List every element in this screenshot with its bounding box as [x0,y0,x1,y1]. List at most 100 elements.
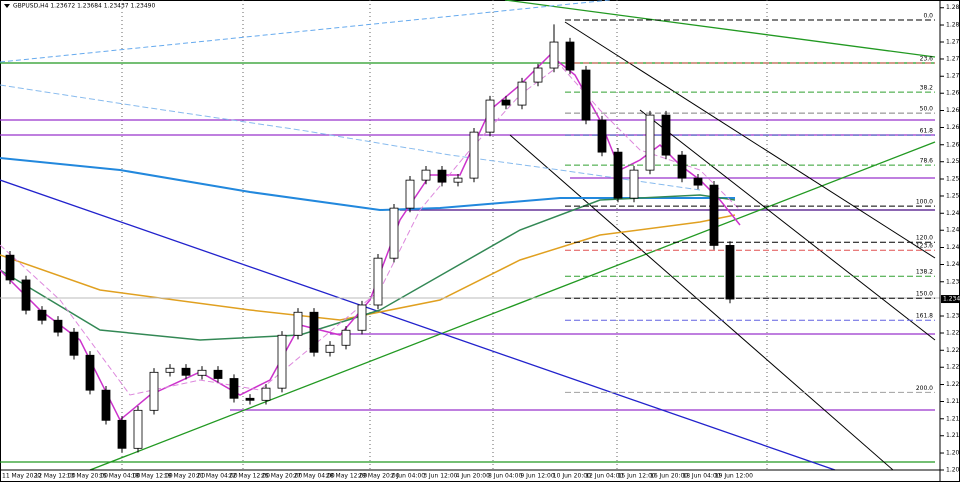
fib-label: 123.6 [916,243,933,250]
y-tick-label: 1.25505 [946,176,960,183]
candle-body [613,151,623,199]
y-tick-label: 1.23205 [946,313,960,320]
x-tick-label: 8 Jun 04:00 [488,473,522,480]
chart-title: GBPUSD,H4 1.23672 1.23684 1.23437 1.2349… [13,3,155,10]
x-tick-label: 29 May 20:00 [358,473,399,480]
fib-label: 78.6 [920,158,934,165]
candle-body [485,99,495,133]
y-tick-label: 1.22055 [946,381,960,388]
moving-average [0,194,736,341]
x-tick-label: 15 Jun 12:00 [618,473,656,480]
channel-line [564,21,936,259]
fib-label: 120.0 [916,235,933,242]
x-tick-label: 2 Jun 04:00 [391,473,425,480]
x-tick-label: 3 Jun 12:00 [423,473,457,480]
candle-body [469,131,479,179]
trend-line [0,179,836,471]
y-tick-label: 1.22920 [946,329,960,336]
candle-body [565,41,575,71]
y-tick-label: 1.27805 [946,38,960,45]
candle-body [501,99,511,106]
x-tick-label: 9 Jun 12:00 [520,473,554,480]
current-price-label: 1.23490 [943,296,960,303]
candle-body [661,114,671,156]
y-tick-label: 1.20905 [946,450,960,457]
candle-body [373,257,383,306]
y-tick-label: 1.22630 [946,347,960,354]
y-tick-label: 1.23780 [946,278,960,285]
symbol-icon [4,4,10,8]
candle-body [517,81,527,106]
candle-body [629,169,639,199]
moving-average [0,84,701,191]
candle-body [277,334,287,389]
x-tick-label: 15 May 04:00 [99,473,140,480]
candle-body [229,378,239,399]
trend-line [504,0,936,58]
x-tick-label: 18 Jun 04:00 [682,473,720,480]
y-tick-label: 1.24355 [946,244,960,251]
moving-average [0,214,736,321]
fib-label: 138.2 [916,269,933,276]
candle-body [165,367,175,373]
y-tick-label: 1.21480 [946,415,960,422]
fib-label: 38.2 [920,85,934,92]
fib-label: 161.8 [916,313,933,320]
x-tick-label: 19 Jun 12:00 [715,473,753,480]
x-tick-label: 16 Jun 20:00 [650,473,688,480]
channel-line [639,109,936,341]
moving-average [0,64,741,396]
candle-body [85,354,95,391]
y-tick-label: 1.26655 [946,107,960,114]
y-tick-label: 1.25220 [946,192,960,199]
moving-average [0,157,735,212]
candle-body [133,409,143,449]
candle-body [37,309,47,321]
y-tick-label: 1.26080 [946,141,960,148]
candle-body [213,369,223,379]
candle-body [117,419,127,449]
x-tick-label: 19 May 20:00 [164,473,205,480]
x-tick-label: 28 May 12:00 [326,473,367,480]
current-price-tag [941,295,960,304]
candle-body [597,119,607,153]
x-tick-label: 21 May 04:00 [196,473,237,480]
x-tick-label: 18 May 12:00 [132,473,173,480]
fib-label: 23.6 [920,56,934,63]
x-tick-label: 12 Jun 04:00 [585,473,623,480]
fib-label: 61.8 [920,128,934,135]
channel-line [509,134,894,471]
candle-body [437,169,447,183]
candle-body [293,311,303,336]
x-tick-label: 12 May 12:00 [34,473,75,480]
y-tick-label: 1.27520 [946,55,960,62]
candle-body [725,245,735,300]
x-tick-label: 10 Jun 20:00 [553,473,591,480]
x-tick-label: 27 May 04:00 [294,473,335,480]
y-tick-label: 1.20620 [946,467,960,474]
candle-body [325,344,335,353]
candle-body [261,387,271,401]
y-tick-label: 1.26945 [946,90,960,97]
candle-body [181,367,191,376]
y-tick-label: 1.27230 [946,73,960,80]
x-tick-label: 4 Jun 20:00 [456,473,490,480]
candle-body [69,331,79,356]
fib-label: 100.0 [916,199,933,206]
candle-body [245,397,255,401]
candle-body [149,371,159,411]
y-tick-label: 1.21770 [946,398,960,405]
candle-body [405,179,415,209]
trend-line [89,141,936,471]
candle-body [21,279,31,311]
candle-body [645,114,655,171]
fib-label: 0.0 [923,13,933,20]
candle-body [709,184,719,246]
candle-body [693,177,703,186]
candle-body [677,154,687,179]
fib-label: 50.0 [920,106,934,113]
x-tick-label: 25 May 20:00 [261,473,302,480]
fib-label: 150.0 [916,291,933,298]
